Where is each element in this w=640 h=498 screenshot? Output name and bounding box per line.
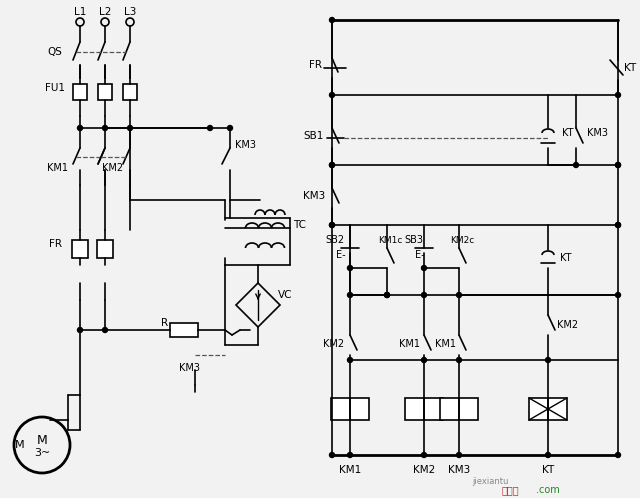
Circle shape [456, 292, 461, 297]
Text: KM2: KM2 [557, 320, 579, 330]
Text: R: R [161, 318, 168, 328]
Circle shape [348, 358, 353, 363]
Circle shape [616, 292, 621, 297]
Circle shape [348, 292, 353, 297]
Text: KT: KT [563, 128, 573, 138]
Text: KM1: KM1 [339, 465, 361, 475]
Circle shape [456, 453, 461, 458]
Bar [440, 398, 478, 420]
Circle shape [616, 453, 621, 458]
Circle shape [77, 125, 83, 130]
Text: KM3: KM3 [303, 191, 325, 201]
Bar [405, 398, 443, 420]
Circle shape [330, 17, 335, 22]
Circle shape [616, 93, 621, 98]
Bar [73, 84, 87, 100]
Circle shape [573, 162, 579, 167]
Circle shape [616, 162, 621, 167]
Text: KM3: KM3 [448, 465, 470, 475]
Text: L1: L1 [74, 7, 86, 17]
Circle shape [330, 453, 335, 458]
Circle shape [616, 223, 621, 228]
Text: KM2: KM2 [413, 465, 435, 475]
Bar [97, 240, 113, 258]
Circle shape [422, 292, 426, 297]
Text: KM2c: KM2c [450, 236, 474, 245]
Text: L3: L3 [124, 7, 136, 17]
Text: SB3: SB3 [404, 235, 424, 245]
Circle shape [616, 223, 621, 228]
Text: E-: E- [336, 250, 346, 260]
Bar [331, 398, 369, 420]
Text: jiexiantu: jiexiantu [472, 477, 508, 486]
Circle shape [545, 358, 550, 363]
Text: E-: E- [415, 250, 425, 260]
Text: KT: KT [624, 63, 636, 73]
Bar [98, 84, 112, 100]
Text: KM2: KM2 [323, 339, 344, 349]
Circle shape [422, 453, 426, 458]
Text: 接线图: 接线图 [501, 485, 519, 495]
Text: L2: L2 [99, 7, 111, 17]
Circle shape [348, 453, 353, 458]
Circle shape [330, 93, 335, 98]
Circle shape [348, 265, 353, 270]
Text: KT: KT [560, 253, 572, 263]
Circle shape [207, 125, 212, 130]
Circle shape [127, 125, 132, 130]
Circle shape [330, 162, 335, 167]
Text: KM1: KM1 [47, 163, 67, 173]
Text: KM1: KM1 [399, 339, 420, 349]
Circle shape [456, 358, 461, 363]
Text: SB2: SB2 [325, 235, 344, 245]
Text: FR: FR [308, 60, 321, 70]
Text: FR: FR [49, 239, 61, 249]
Circle shape [102, 125, 108, 130]
Text: 3~: 3~ [34, 448, 50, 458]
Text: .com: .com [536, 485, 560, 495]
Text: QS: QS [47, 47, 63, 57]
Circle shape [385, 292, 390, 297]
Circle shape [330, 162, 335, 167]
Text: KM2: KM2 [102, 163, 124, 173]
Circle shape [616, 162, 621, 167]
Bar [72, 240, 88, 258]
Circle shape [385, 292, 390, 297]
Circle shape [422, 358, 426, 363]
Bar [123, 84, 137, 100]
Circle shape [330, 223, 335, 228]
Text: KM1c: KM1c [378, 236, 402, 245]
Text: FU1: FU1 [45, 83, 65, 93]
Text: KM3: KM3 [179, 363, 200, 373]
Text: M: M [15, 440, 25, 450]
Text: KT: KT [542, 465, 554, 475]
Circle shape [77, 328, 83, 333]
Bar [529, 398, 567, 420]
Bar [170, 323, 198, 337]
Circle shape [102, 328, 108, 333]
Text: SB1: SB1 [304, 131, 324, 141]
Circle shape [330, 223, 335, 228]
Text: KM3: KM3 [588, 128, 609, 138]
Circle shape [545, 453, 550, 458]
Text: TC: TC [294, 220, 307, 230]
Text: M: M [36, 433, 47, 447]
Circle shape [227, 125, 232, 130]
Circle shape [422, 265, 426, 270]
Text: KM3: KM3 [234, 140, 255, 150]
Text: VC: VC [278, 290, 292, 300]
Text: KM1: KM1 [435, 339, 456, 349]
